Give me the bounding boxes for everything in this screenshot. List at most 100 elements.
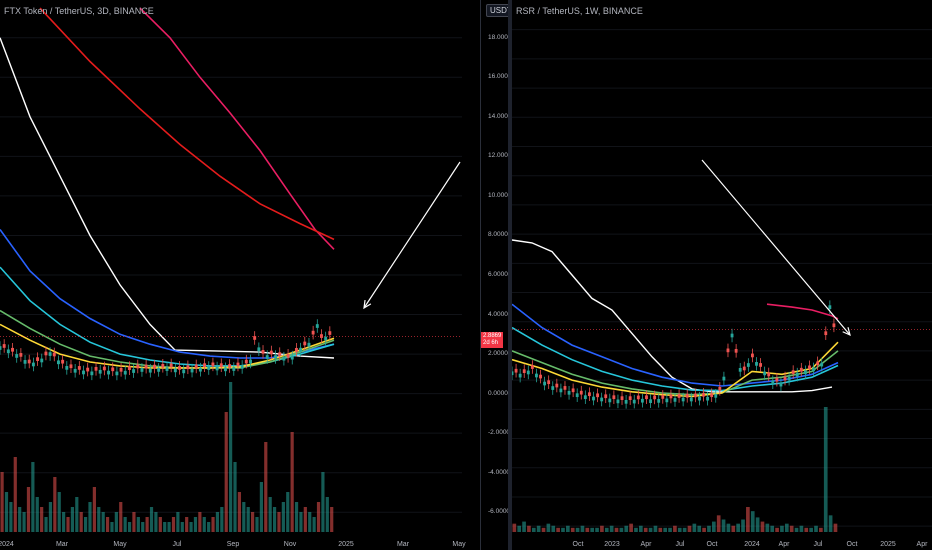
- candle-body: [820, 362, 824, 367]
- volume-bar: [242, 502, 246, 532]
- last-price-tag[interactable]: 2.8869 2d 6h: [481, 331, 504, 348]
- volume-bar: [590, 527, 595, 532]
- volume-bar: [44, 517, 48, 532]
- x-tick-label: 2023: [604, 541, 620, 548]
- volume-bar: [251, 512, 255, 532]
- x-tick-label: 2024: [0, 541, 14, 548]
- volume-bar: [566, 525, 570, 532]
- ftx-chart-canvas[interactable]: [0, 0, 462, 550]
- candle-body: [522, 369, 526, 373]
- y-tick-label: -2.0000: [488, 429, 511, 437]
- candle-body: [107, 370, 111, 375]
- candle-body: [689, 397, 693, 402]
- candle-body: [616, 399, 620, 404]
- candle-body: [702, 392, 705, 397]
- candle-body: [98, 369, 102, 374]
- volume-bar: [145, 517, 149, 532]
- candle-body: [2, 344, 6, 348]
- candle-body: [571, 388, 575, 393]
- candle-body: [119, 367, 123, 372]
- volume-bar: [668, 527, 672, 532]
- ma-series-line: [139, 7, 335, 250]
- chart-pane-rsr[interactable]: RSR / TetherUS, 1W, BINANCE USDT0.065000…: [512, 0, 932, 550]
- candle-body: [244, 359, 248, 364]
- volume-bar: [136, 517, 140, 532]
- volume-bar: [316, 502, 321, 532]
- volume-bar: [224, 412, 228, 532]
- candle-body: [604, 394, 608, 399]
- volume-bar: [88, 502, 92, 532]
- candle-body: [600, 397, 604, 402]
- volume-bar: [176, 512, 180, 532]
- ftx-symbol-title[interactable]: FTX Token / TetherUS, 3D, BINANCE: [4, 6, 154, 16]
- candle-body: [182, 369, 186, 374]
- volume-bar: [721, 519, 726, 532]
- volume-bar: [784, 523, 789, 532]
- rsr-chart-canvas[interactable]: [512, 0, 932, 550]
- candle-body: [592, 396, 595, 401]
- volume-bar: [13, 457, 17, 532]
- candle-body: [173, 368, 177, 373]
- candle-body: [828, 305, 832, 310]
- volume-bar: [189, 522, 193, 532]
- volume-bar: [780, 525, 784, 532]
- pane-divider[interactable]: [508, 0, 512, 550]
- volume-bar: [62, 512, 66, 532]
- candle-body: [219, 363, 223, 368]
- candle-body: [685, 393, 689, 398]
- volume-bar: [707, 525, 711, 532]
- candle-body: [567, 390, 571, 395]
- candle-body: [555, 383, 559, 388]
- y-tick-label: 6.0000: [488, 271, 508, 278]
- candle-body: [587, 392, 591, 397]
- chart-pane-ftx[interactable]: FTX Token / TetherUS, 3D, BINANCE USDT 18…: [0, 0, 512, 550]
- candle-body: [6, 349, 10, 354]
- rsr-symbol-title[interactable]: RSR / TetherUS, 1W, BINANCE: [516, 6, 643, 16]
- volume-bar: [31, 462, 35, 532]
- candle-body: [787, 376, 791, 381]
- candle-body: [232, 367, 236, 371]
- volume-bar: [9, 502, 13, 532]
- volume-bar: [75, 497, 79, 532]
- volume-bar: [171, 517, 176, 532]
- volume-bar: [18, 507, 22, 532]
- volume-bar: [731, 525, 736, 532]
- volume-bar: [575, 527, 580, 532]
- volume-bar: [114, 512, 118, 532]
- y-tick-label: 16.0000: [488, 73, 512, 81]
- candle-body: [320, 334, 323, 338]
- ma-series-line: [39, 7, 335, 241]
- candle-body: [261, 350, 265, 354]
- candle-body: [207, 366, 211, 370]
- candle-body: [755, 362, 758, 366]
- volume-bar: [570, 527, 575, 532]
- candle-body: [161, 363, 165, 368]
- x-tick-label: 2025: [880, 541, 896, 548]
- volume-bar: [255, 517, 259, 532]
- candle-body: [750, 353, 754, 358]
- candle-body: [23, 360, 27, 364]
- x-tick-label: Apr: [916, 541, 928, 548]
- arrow-head: [363, 299, 372, 310]
- unit-label[interactable]: USDT: [486, 4, 512, 17]
- volume-bar: [312, 517, 316, 532]
- candle-body: [253, 336, 257, 340]
- volume-bar: [809, 527, 813, 532]
- candle-body: [512, 371, 514, 376]
- candle-body: [640, 398, 644, 403]
- ma-series-line: [512, 341, 839, 398]
- volume-bar: [237, 492, 242, 532]
- volume-bar: [556, 527, 560, 532]
- volume-bar: [600, 525, 604, 532]
- volume-bar: [48, 502, 53, 532]
- volume-bar: [677, 527, 682, 532]
- ma-series-line: [512, 350, 839, 396]
- volume-bar: [215, 512, 220, 532]
- candle-body: [236, 362, 240, 367]
- candle-body: [52, 352, 56, 357]
- x-tick-label: Jul: [172, 541, 182, 548]
- candle-body: [190, 368, 194, 373]
- candle-body: [324, 336, 328, 341]
- volume-bar: [755, 517, 760, 532]
- candle-body: [763, 371, 767, 376]
